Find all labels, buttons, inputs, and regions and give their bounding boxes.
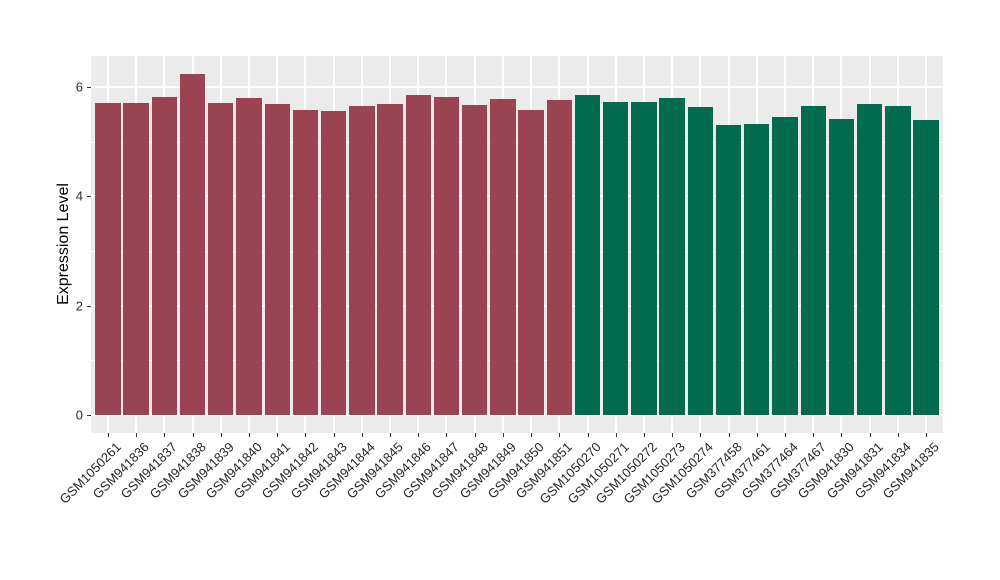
bar (292, 109, 319, 415)
x-tick-mark (813, 433, 815, 437)
x-tick-mark (220, 433, 222, 437)
x-tick-mark (643, 433, 645, 437)
x-tick-mark (559, 433, 561, 437)
bar (123, 102, 149, 415)
bar (95, 102, 121, 415)
bar (744, 123, 770, 415)
bar (687, 106, 714, 415)
x-tick-mark (136, 433, 138, 437)
x-tick-mark (164, 433, 166, 437)
x-tick-mark (897, 433, 899, 437)
bar (603, 101, 629, 415)
gridline-minor-y (91, 360, 943, 362)
y-tick-label: 6 (75, 79, 83, 95)
bar (659, 97, 685, 415)
x-tick-mark (700, 433, 702, 437)
x-tick-mark (192, 433, 194, 437)
x-tick-mark (277, 433, 279, 437)
bar (800, 106, 826, 415)
bar (772, 116, 798, 415)
bar (828, 119, 855, 415)
bar (546, 100, 572, 415)
gridline-major-y (91, 304, 943, 307)
x-tick-mark (785, 433, 786, 437)
bar (320, 111, 347, 415)
y-tick-mark (87, 415, 91, 416)
y-tick-label: 0 (75, 407, 83, 423)
bar (236, 98, 262, 415)
bar (405, 94, 431, 415)
y-tick-mark (87, 86, 91, 88)
gridline-minor-y (91, 141, 943, 143)
gridline-major-y (91, 414, 943, 416)
bar (179, 73, 206, 415)
bar (208, 103, 234, 415)
bar (574, 94, 601, 415)
x-tick-mark (107, 433, 109, 437)
bar (518, 109, 544, 415)
x-tick-mark (446, 433, 448, 437)
bar (264, 103, 290, 415)
bar (377, 103, 403, 415)
x-tick-mark (841, 433, 843, 437)
plot-panel (91, 56, 943, 433)
x-tick-mark (418, 433, 420, 437)
gridline-minor-y (91, 250, 943, 252)
bar (490, 99, 516, 415)
bar (433, 96, 460, 415)
y-tick-label: 2 (75, 298, 83, 314)
bar (151, 96, 178, 415)
x-tick-mark (587, 433, 589, 437)
y-tick-label: 4 (75, 188, 83, 204)
x-tick-mark (756, 433, 758, 437)
x-tick-mark (390, 433, 392, 437)
x-tick-mark (531, 433, 533, 437)
gridline-major-y (91, 195, 943, 198)
x-tick-mark (926, 433, 928, 437)
x-tick-mark (333, 433, 335, 437)
y-tick-mark (87, 305, 91, 307)
bar (349, 105, 375, 415)
x-tick-mark (361, 433, 363, 437)
x-tick-mark (672, 433, 674, 437)
bar (885, 106, 911, 415)
bar (631, 101, 657, 415)
x-tick-mark (305, 433, 307, 437)
x-tick-mark (502, 433, 504, 437)
gridline-major-y (91, 85, 943, 88)
y-tick-mark (87, 196, 91, 198)
x-tick-mark (615, 433, 617, 437)
x-tick-mark (728, 433, 730, 437)
bar (856, 104, 883, 415)
x-tick-mark (869, 433, 871, 437)
bar (715, 125, 742, 415)
bar (461, 105, 488, 415)
x-tick-mark (248, 433, 250, 437)
bar (913, 120, 939, 415)
x-tick-mark (474, 433, 476, 437)
